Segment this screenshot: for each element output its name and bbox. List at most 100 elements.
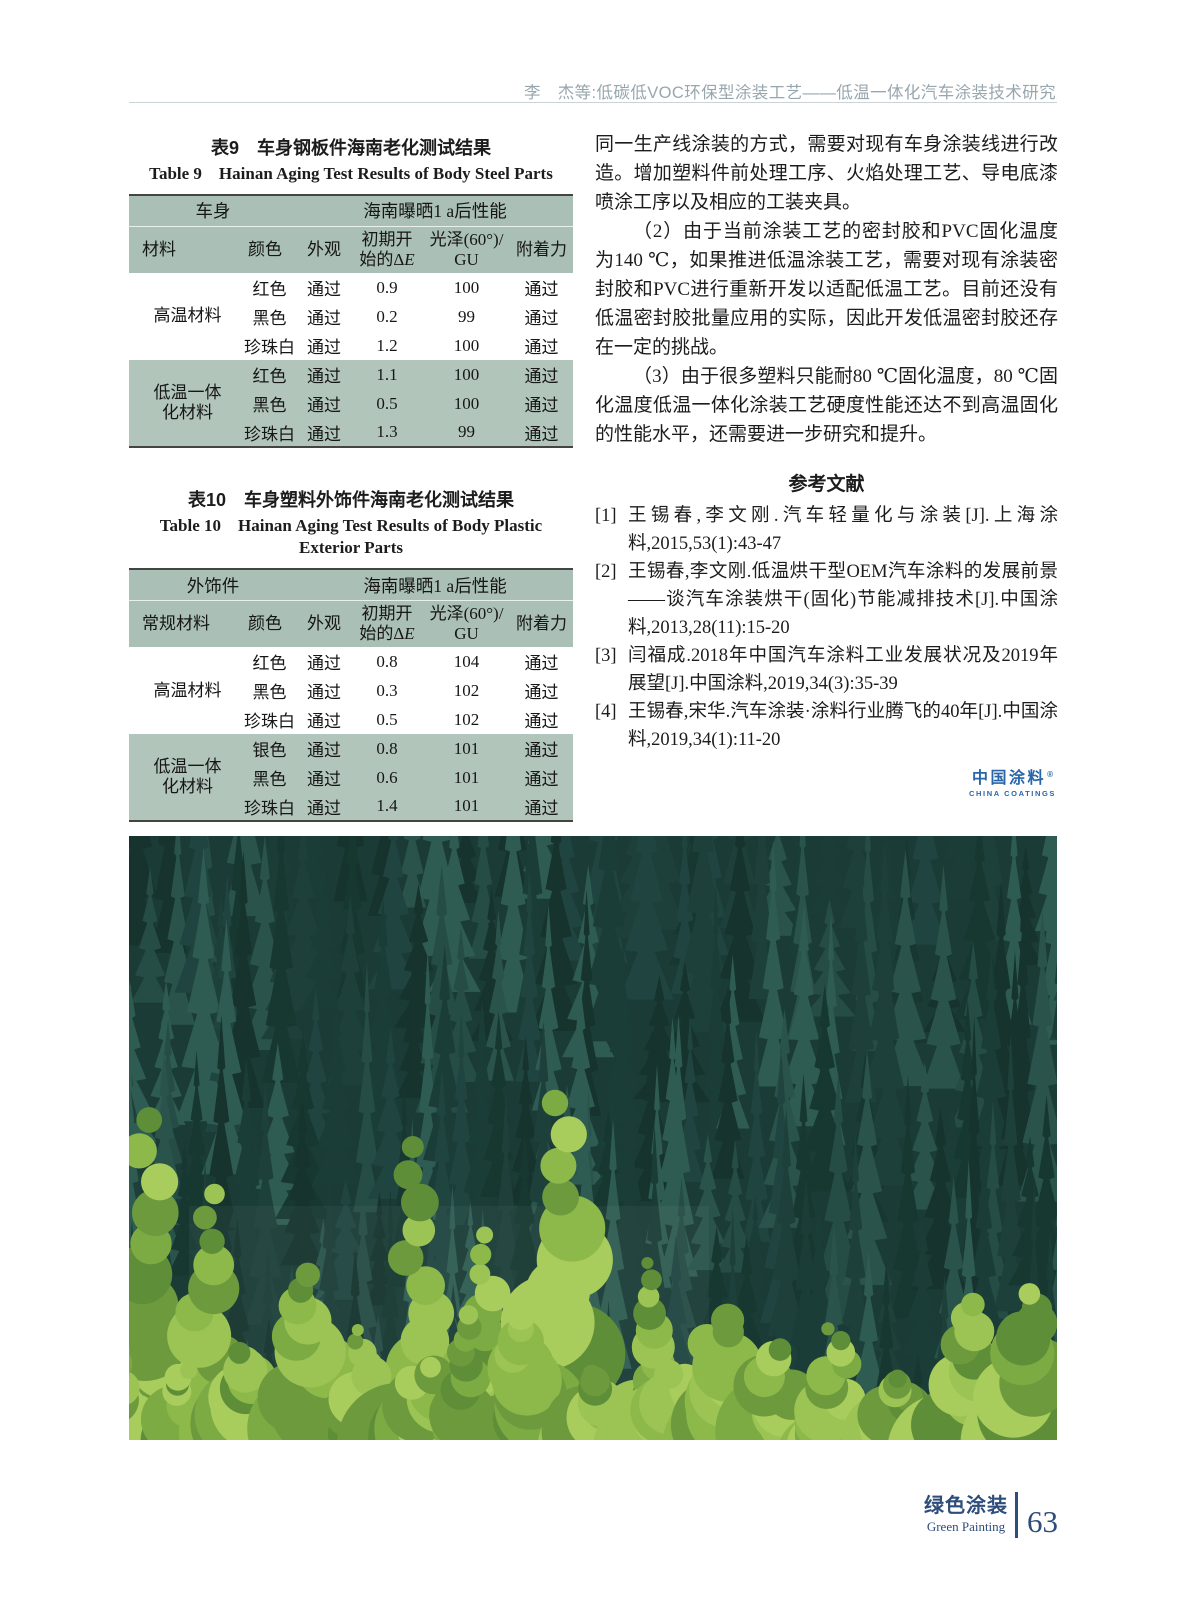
body-paragraph: 同一生产线涂装的方式，需要对现有车身涂装线进行改造。增加塑料件前处理工序、火焰处… <box>595 134 1058 213</box>
reference-list: [1] 王锡春,李文刚.汽车轻量化与涂装[J].上海涂料,2015,53(1):4… <box>595 502 1058 754</box>
table-cell: 104 <box>453 651 480 671</box>
table-cell: 0.2 <box>376 306 398 326</box>
table-cell: 101 <box>423 763 510 793</box>
china-coatings-logo: 中国涂料® CHINA COATINGS <box>969 764 1056 798</box>
reference-marker: [3] <box>595 646 617 666</box>
table-cell: 100 <box>423 360 510 390</box>
table-cell: 珍珠白 <box>233 418 297 448</box>
table-cell: 0.6 <box>351 763 423 793</box>
table-cell: 102 <box>453 709 480 729</box>
table-cell: 1.2 <box>376 335 398 355</box>
table-column-header-row: 材料 颜色 外观 初期开 始的ΔE 光泽(60°)/ GU 附着力 <box>129 226 574 274</box>
table-cell: 0.5 <box>376 709 398 729</box>
table-cell: 红色 <box>252 654 287 674</box>
table-cell: 100 <box>423 389 510 419</box>
table-row: 黑色 通过 0.6 101 通过 <box>129 763 574 793</box>
table-row: 高温材料 红色 通过 0.9 100 通过 <box>129 273 573 326</box>
table-cell: 1.4 <box>351 792 423 822</box>
table-row: 珍珠白 通过 0.5 102 通过 <box>129 705 573 734</box>
journal-name: 绿色涂装 Green Painting <box>924 1489 1008 1538</box>
table-cell: 通过 <box>510 792 574 822</box>
journal-name-en: Green Painting <box>926 1519 1006 1534</box>
logo-en-text: CHINA COATINGS <box>969 789 1056 798</box>
table-cell: 黑色 <box>233 389 297 419</box>
reference-item: [2] 王锡春,李文刚.低温烘干型OEM汽车涂料的发展前景——谈汽车涂装烘干(固化… <box>595 558 1058 642</box>
column-header: 常规材料 <box>129 600 233 648</box>
table-cell: 1.3 <box>351 418 423 448</box>
table-cell: 通过 <box>307 309 341 329</box>
table-cell: 通过 <box>524 683 559 703</box>
table10-title-zh: 表10 车身塑料外饰件海南老化测试结果 <box>187 490 515 511</box>
right-column: 同一生产线涂装的方式，需要对现有车身涂装线进行改造。增加塑料件前处理工序、火焰处… <box>595 128 1058 798</box>
table-cell: 0.8 <box>351 734 423 764</box>
table-cell: 通过 <box>510 418 574 448</box>
table-cell: 红色 <box>233 360 297 390</box>
material-cell: 高温材料 <box>153 306 222 326</box>
table-cell: 通过 <box>307 683 341 703</box>
table-cell: 通过 <box>297 418 351 448</box>
group-header-right: 海南曝晒1 a后性能 <box>297 569 574 601</box>
reference-item: [4] 王锡春,宋华.汽车涂装·涂料行业腾飞的40年[J].中国涂料,2019,3… <box>595 698 1058 754</box>
table-cell: 黑色 <box>233 763 297 793</box>
table9-title-en: Table 9 Hainan Aging Test Results of Bod… <box>149 164 553 183</box>
body-paragraph: （3）由于很多塑料只能耐80 ℃固化温度，80 ℃固化温度低温一体化涂装工艺硬度… <box>595 366 1058 445</box>
group-header-left: 车身 <box>129 195 297 227</box>
reference-text: 闫福成.2018年中国汽车涂料工业发展状况及2019年展望[J].中国涂料,20… <box>628 646 1058 694</box>
table-cell: 黑色 <box>252 309 287 329</box>
page-number: 63 <box>1027 1504 1058 1539</box>
table10-title-en: Table 10 Hainan Aging Test Results of Bo… <box>159 516 543 558</box>
forest-photo <box>129 836 1057 1440</box>
material-cell: 低温一体 化材料 <box>129 360 233 448</box>
reference-marker: [1] <box>595 506 617 526</box>
column-header: 附着力 <box>510 226 574 274</box>
registered-mark-icon: ® <box>1047 769 1053 779</box>
column-header: 颜色 <box>233 226 297 274</box>
reference-text: 王锡春,李文刚.低温烘干型OEM汽车涂料的发展前景——谈汽车涂装烘干(固化)节能… <box>628 562 1058 638</box>
column-header: 材料 <box>129 226 233 274</box>
table-row: 珍珠白 通过 1.3 99 通过 <box>129 418 574 448</box>
table-cell: 0.9 <box>376 277 398 297</box>
column-header: 初期开 始的ΔE <box>351 600 423 648</box>
group-header-right: 海南曝晒1 a后性能 <box>297 195 574 227</box>
column-header: 光泽(60°)/ GU <box>423 600 510 648</box>
table-cell: 通过 <box>510 763 574 793</box>
header-rule <box>129 102 1057 103</box>
reference-text: 王锡春,宋华.汽车涂装·涂料行业腾飞的40年[J].中国涂料,2019,34(1… <box>628 702 1058 750</box>
column-header: 附着力 <box>510 600 574 648</box>
table-cell: 通过 <box>524 338 559 358</box>
column-header: 光泽(60°)/ GU <box>423 226 510 274</box>
table-cell: 珍珠白 <box>244 338 295 358</box>
table-cell: 通过 <box>297 734 351 764</box>
table9-title-zh: 表9 车身钢板件海南老化测试结果 <box>210 138 491 158</box>
column-header: 外观 <box>297 226 351 274</box>
spacer <box>129 448 573 480</box>
table-cell: 101 <box>423 734 510 764</box>
body-paragraphs: 同一生产线涂装的方式，需要对现有车身涂装线进行改造。增加塑料件前处理工序、火焰处… <box>595 130 1058 449</box>
table-cell: 通过 <box>307 280 341 300</box>
table-cell: 99 <box>423 418 510 448</box>
table-cell: 通过 <box>510 360 574 390</box>
table-row: 黑色 通过 0.3 102 通过 <box>129 676 573 705</box>
table-cell: 1.1 <box>351 360 423 390</box>
table-cell: 珍珠白 <box>244 712 295 732</box>
table-cell: 100 <box>453 277 480 297</box>
column-header: 外观 <box>297 600 351 648</box>
table-cell: 通过 <box>524 309 559 329</box>
running-head-title: 李 杰等:低碳低VOC环保型涂装工艺——低温一体化汽车涂装技术研究 <box>523 84 1056 102</box>
table-row: 高温材料 红色 通过 0.8 104 通过 <box>129 647 573 700</box>
table-cell: 红色 <box>252 280 287 300</box>
table-cell: 通过 <box>307 654 341 674</box>
journal-name-zh: 绿色涂装 <box>924 1495 1008 1517</box>
table-cell: 通过 <box>297 360 351 390</box>
table-row: 黑色 通过 0.2 99 通过 <box>129 302 573 331</box>
table-cell: 通过 <box>297 792 351 822</box>
body-paragraph: （2）由于当前涂装工艺的密封胶和PVC固化温度为140 ℃，如果推进低温涂装工艺… <box>595 221 1058 358</box>
reference-marker: [2] <box>595 562 617 582</box>
table-cell: 通过 <box>307 338 341 358</box>
table-cell: 通过 <box>524 654 559 674</box>
reference-item: [3] 闫福成.2018年中国汽车涂料工业发展状况及2019年展望[J].中国涂料… <box>595 642 1058 698</box>
table-row: 低温一体 化材料 银色 通过 0.8 101 通过 <box>129 734 574 822</box>
table-cell: 通过 <box>510 389 574 419</box>
reference-text: 王锡春,李文刚.汽车轻量化与涂装[J].上海涂料,2015,53(1):43-4… <box>628 506 1058 554</box>
material-cell: 高温材料 <box>153 680 222 700</box>
